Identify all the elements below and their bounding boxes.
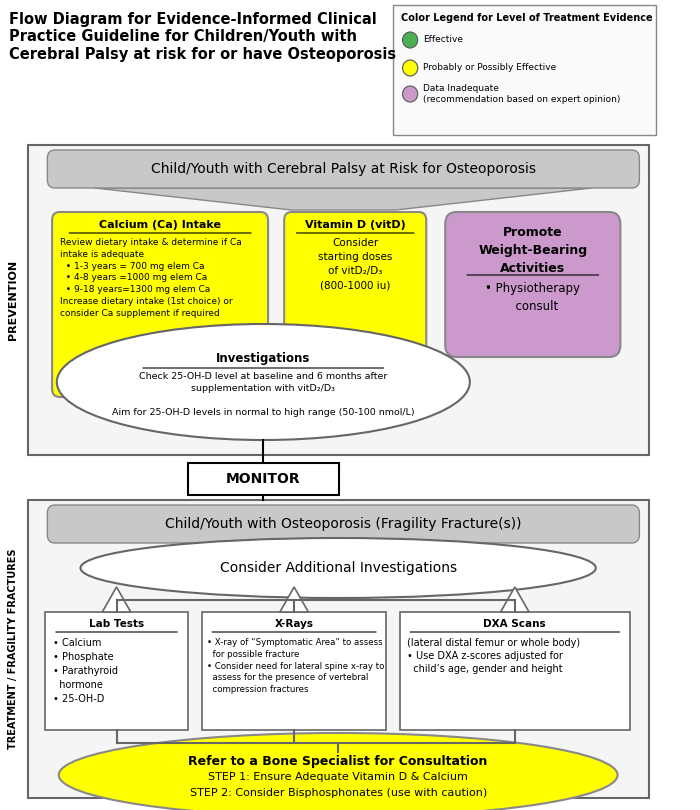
Text: Data Inadequate
(recommendation based on expert opinion): Data Inadequate (recommendation based on… bbox=[424, 84, 621, 104]
Text: STEP 1: Ensure Adequate Vitamin D & Calcium: STEP 1: Ensure Adequate Vitamin D & Calc… bbox=[208, 772, 468, 782]
FancyBboxPatch shape bbox=[46, 612, 188, 730]
Polygon shape bbox=[280, 587, 308, 612]
Polygon shape bbox=[500, 587, 529, 612]
Text: TREATMENT / FRAGILITY FRACTURES: TREATMENT / FRAGILITY FRACTURES bbox=[8, 548, 18, 749]
Ellipse shape bbox=[80, 538, 596, 598]
Text: STEP 2: Consider Bisphosphonates (use with caution): STEP 2: Consider Bisphosphonates (use wi… bbox=[190, 788, 486, 798]
Text: Consider Additional Investigations: Consider Additional Investigations bbox=[220, 561, 456, 575]
FancyBboxPatch shape bbox=[284, 212, 426, 367]
FancyBboxPatch shape bbox=[188, 463, 339, 495]
Text: Child/Youth with Osteoporosis (Fragility Fracture(s)): Child/Youth with Osteoporosis (Fragility… bbox=[165, 517, 522, 531]
FancyBboxPatch shape bbox=[445, 212, 620, 357]
Text: Lab Tests: Lab Tests bbox=[89, 619, 144, 629]
FancyBboxPatch shape bbox=[48, 150, 639, 188]
Polygon shape bbox=[322, 367, 374, 395]
FancyBboxPatch shape bbox=[393, 5, 657, 135]
Circle shape bbox=[402, 86, 418, 102]
Circle shape bbox=[402, 60, 418, 76]
Text: Promote
Weight-Bearing
Activities: Promote Weight-Bearing Activities bbox=[478, 226, 587, 275]
Text: (lateral distal femur or whole body)
• Use DXA z-scores adjusted for
  child’s a: (lateral distal femur or whole body) • U… bbox=[407, 638, 580, 675]
Text: Consider
starting doses
of vitD₂/D₃
(800-1000 iu): Consider starting doses of vitD₂/D₃ (800… bbox=[318, 238, 393, 290]
Text: Effective: Effective bbox=[424, 36, 463, 45]
Text: Color Legend for Level of Treatment Evidence: Color Legend for Level of Treatment Evid… bbox=[400, 13, 652, 23]
Text: • Physiotherapy
  consult: • Physiotherapy consult bbox=[485, 282, 580, 313]
Text: PREVENTION: PREVENTION bbox=[8, 260, 18, 340]
Text: Flow Diagram for Evidence-Informed Clinical
Practice Guideline for Children/Yout: Flow Diagram for Evidence-Informed Clini… bbox=[10, 12, 397, 62]
Circle shape bbox=[402, 32, 418, 48]
Polygon shape bbox=[102, 587, 131, 612]
FancyBboxPatch shape bbox=[52, 212, 268, 397]
FancyBboxPatch shape bbox=[48, 505, 639, 543]
Text: • Calcium
• Phosphate
• Parathyroid
  hormone
• 25-OH-D: • Calcium • Phosphate • Parathyroid horm… bbox=[53, 638, 118, 704]
Ellipse shape bbox=[59, 733, 617, 810]
Text: Child/Youth with Cerebral Palsy at Risk for Osteoporosis: Child/Youth with Cerebral Palsy at Risk … bbox=[151, 162, 536, 176]
Text: Check 25-OH-D level at baseline and 6 months after
supplementation with vitD₂/D₃: Check 25-OH-D level at baseline and 6 mo… bbox=[112, 372, 414, 417]
Text: Refer to a Bone Specialist for Consultation: Refer to a Bone Specialist for Consultat… bbox=[188, 755, 488, 768]
Ellipse shape bbox=[57, 324, 470, 440]
FancyBboxPatch shape bbox=[202, 612, 386, 730]
Text: DXA Scans: DXA Scans bbox=[484, 619, 546, 629]
Text: Calcium (Ca) Intake: Calcium (Ca) Intake bbox=[99, 220, 221, 230]
Text: MONITOR: MONITOR bbox=[226, 472, 300, 486]
Text: Probably or Possibly Effective: Probably or Possibly Effective bbox=[424, 63, 556, 73]
Polygon shape bbox=[99, 397, 156, 425]
FancyBboxPatch shape bbox=[29, 500, 649, 798]
Text: Investigations: Investigations bbox=[216, 352, 311, 365]
Text: • X-ray of “Symptomatic Area” to assess
  for possible fracture
• Consider need : • X-ray of “Symptomatic Area” to assess … bbox=[207, 638, 385, 694]
Polygon shape bbox=[94, 188, 592, 210]
Text: Vitamin D (vitD): Vitamin D (vitD) bbox=[304, 220, 405, 230]
Text: Review dietary intake & determine if Ca
intake is adequate
  • 1-3 years = 700 m: Review dietary intake & determine if Ca … bbox=[60, 238, 241, 318]
FancyBboxPatch shape bbox=[29, 145, 649, 455]
Text: X-Rays: X-Rays bbox=[274, 619, 314, 629]
FancyBboxPatch shape bbox=[400, 612, 630, 730]
